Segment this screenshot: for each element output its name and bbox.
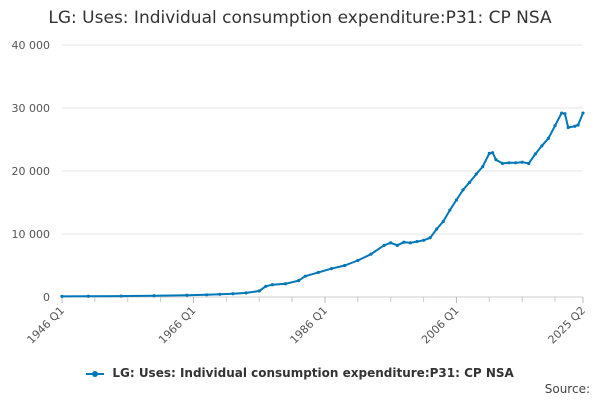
y-tick-label: 20 000 <box>12 165 51 178</box>
data-point[interactable] <box>581 111 585 115</box>
x-axis: 1946 Q1 1966 Q1 1986 Q1 2006 Q1 2025 Q2 <box>25 297 589 347</box>
data-point[interactable] <box>563 112 567 116</box>
legend-label: LG: Uses: Individual consumption expendi… <box>112 366 514 380</box>
y-tick-label: 40 000 <box>12 39 51 52</box>
data-point[interactable] <box>86 294 90 298</box>
data-point[interactable] <box>421 238 426 242</box>
data-point[interactable] <box>257 289 261 293</box>
x-tick-label: 1986 Q1 <box>288 304 331 347</box>
series-line[interactable] <box>61 112 584 298</box>
data-point[interactable] <box>185 293 189 297</box>
data-point[interactable] <box>60 294 64 298</box>
data-point[interactable] <box>487 151 491 155</box>
data-point[interactable] <box>514 161 518 165</box>
data-point[interactable] <box>461 188 465 192</box>
data-point[interactable] <box>218 292 222 296</box>
y-tick-label: 30 000 <box>12 102 51 115</box>
data-point[interactable] <box>343 263 347 268</box>
data-point[interactable] <box>356 258 360 263</box>
data-point[interactable] <box>402 240 406 244</box>
data-point[interactable] <box>231 292 235 296</box>
series-layer <box>60 111 585 298</box>
data-point[interactable] <box>408 241 413 245</box>
data-point[interactable] <box>474 172 478 176</box>
data-point[interactable] <box>270 283 274 287</box>
data-point[interactable] <box>428 236 432 240</box>
data-point[interactable] <box>454 198 459 202</box>
grid-layer <box>62 44 583 298</box>
data-point[interactable] <box>448 208 452 212</box>
data-point[interactable] <box>119 294 123 298</box>
legend-swatch-icon <box>86 369 105 379</box>
data-point[interactable] <box>395 243 399 247</box>
data-point[interactable] <box>329 267 334 271</box>
x-tick-label: 1966 Q1 <box>156 304 199 347</box>
data-point[interactable] <box>481 164 485 169</box>
data-point[interactable] <box>441 219 445 223</box>
data-point[interactable] <box>316 270 320 275</box>
data-point[interactable] <box>205 293 209 297</box>
data-point[interactable] <box>152 294 156 298</box>
x-tick-label: 2025 Q2 <box>546 304 589 347</box>
data-point[interactable] <box>560 111 564 115</box>
y-tick-label: 10 000 <box>12 228 51 241</box>
data-point[interactable] <box>553 124 557 128</box>
data-point[interactable] <box>546 136 551 140</box>
data-point[interactable] <box>507 161 511 165</box>
data-point[interactable] <box>533 152 537 156</box>
data-point[interactable] <box>494 158 498 162</box>
data-point[interactable] <box>520 160 524 164</box>
data-point[interactable] <box>382 243 386 247</box>
data-point[interactable] <box>527 161 531 166</box>
legend[interactable]: LG: Uses: Individual consumption expendi… <box>0 366 600 380</box>
x-tick-label: 1946 Q1 <box>25 304 68 347</box>
y-axis: 0 10 000 20 000 30 000 40 000 <box>12 39 51 304</box>
data-point[interactable] <box>540 144 544 148</box>
data-point[interactable] <box>500 161 505 166</box>
data-point[interactable] <box>389 241 393 245</box>
data-point[interactable] <box>467 180 472 184</box>
data-point[interactable] <box>576 123 580 127</box>
data-point[interactable] <box>297 279 301 283</box>
data-point[interactable] <box>491 151 495 155</box>
data-point[interactable] <box>573 124 577 128</box>
x-tick-label: 2006 Q1 <box>419 304 462 347</box>
data-point[interactable] <box>264 284 268 288</box>
data-point[interactable] <box>369 252 373 256</box>
data-point[interactable] <box>283 282 288 286</box>
data-point[interactable] <box>303 274 307 278</box>
data-point[interactable] <box>415 239 419 244</box>
chart-title: LG: Uses: Individual consumption expendi… <box>48 8 552 28</box>
data-point[interactable] <box>435 227 439 231</box>
data-point[interactable] <box>244 291 248 295</box>
source-label: Source: <box>544 382 590 396</box>
y-tick-label: 0 <box>43 291 50 304</box>
data-point[interactable] <box>566 125 570 130</box>
